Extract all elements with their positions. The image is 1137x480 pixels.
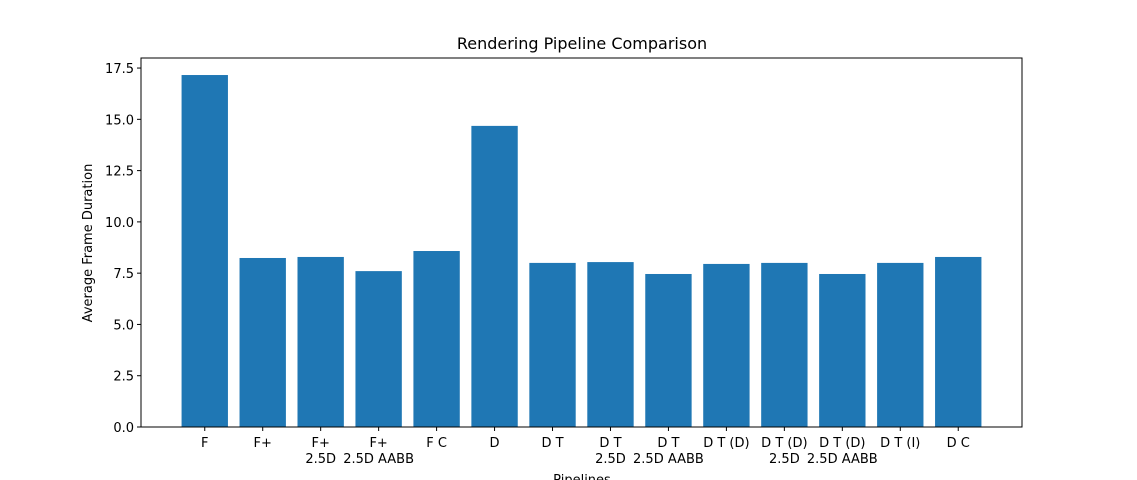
bar — [471, 125, 518, 428]
x-tick-label: D — [490, 436, 500, 451]
bar — [355, 271, 402, 427]
y-axis-label: Average Frame Duration — [81, 164, 96, 323]
x-tick-label: D T 2.5D AABB — [633, 436, 704, 467]
y-tick-label: 2.5 — [113, 370, 134, 385]
x-tick-label: D T (D) 2.5D AABB — [807, 436, 878, 467]
x-tick-label: F+ — [254, 436, 272, 451]
bar — [181, 75, 228, 427]
x-tick-label: D T — [541, 436, 563, 451]
x-tick-label: D T (D) 2.5D — [761, 436, 807, 467]
x-tick-label: D T (D) — [703, 436, 749, 451]
bar — [587, 262, 634, 427]
y-tick-label: 0.0 — [113, 421, 134, 436]
x-tick-label: F+ 2.5D — [305, 436, 336, 467]
bar — [529, 262, 576, 427]
bar — [413, 251, 460, 427]
y-tick-label: 12.5 — [105, 165, 134, 180]
bar — [935, 256, 982, 427]
x-tick-label: F+ 2.5D AABB — [343, 436, 414, 467]
x-tick-label: D T 2.5D — [595, 436, 626, 467]
y-tick-label: 7.5 — [113, 267, 134, 282]
x-axis-label: Pipelines — [553, 473, 611, 480]
bar — [703, 263, 750, 427]
bar — [239, 257, 286, 427]
bar — [761, 262, 808, 427]
plot-frame — [140, 57, 1023, 428]
y-tick-label: 10.0 — [105, 216, 134, 231]
x-tick-label: D C — [947, 436, 970, 451]
bar — [645, 273, 692, 427]
bar — [297, 256, 344, 427]
y-tick-label: 17.5 — [105, 62, 134, 77]
bar — [819, 273, 866, 427]
x-tick-label: D T (I) — [880, 436, 920, 451]
chart-title: Rendering Pipeline Comparison — [457, 34, 707, 53]
y-tick-label: 15.0 — [105, 113, 134, 128]
bar — [877, 262, 924, 427]
x-tick-label: F — [201, 436, 208, 451]
y-tick-label: 5.0 — [113, 318, 134, 333]
x-tick-label: F C — [426, 436, 447, 451]
